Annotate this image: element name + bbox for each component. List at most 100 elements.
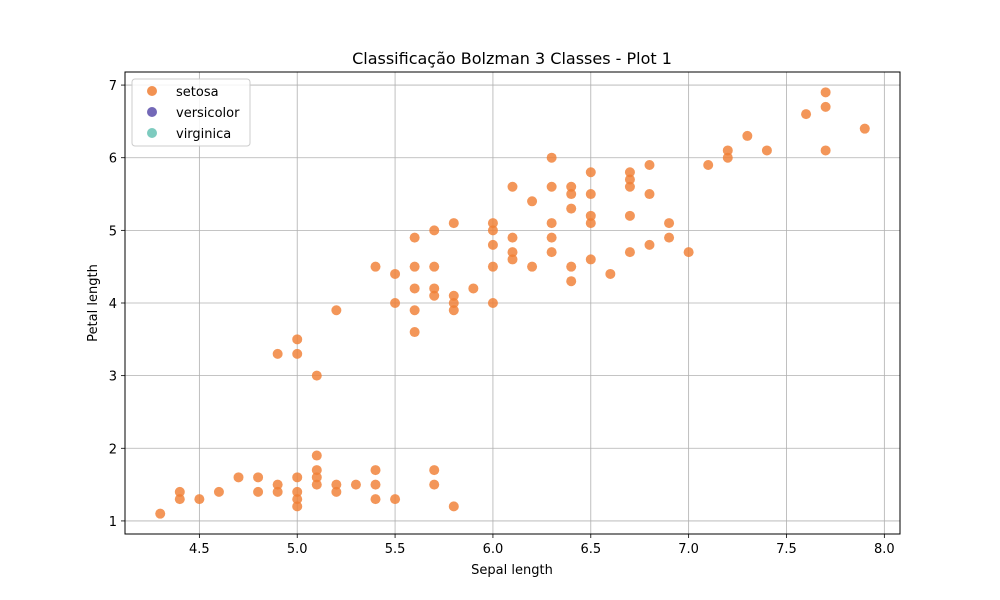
y-axis-label: Petal length bbox=[86, 264, 101, 342]
data-point-setosa bbox=[409, 261, 420, 272]
x-tick-label: 5.0 bbox=[287, 542, 308, 557]
data-point-setosa bbox=[272, 479, 283, 490]
data-point-setosa bbox=[585, 254, 596, 265]
data-point-setosa bbox=[487, 261, 498, 272]
data-point-setosa bbox=[546, 232, 557, 243]
data-point-setosa bbox=[370, 465, 381, 476]
data-point-setosa bbox=[429, 465, 440, 476]
data-point-setosa bbox=[566, 189, 577, 200]
data-point-setosa bbox=[664, 232, 675, 243]
axis-ticks: 4.5 5.0 5.5 6.0 6.5 7.0 7.5 8.0 1 2 3 4 5 6 7 bbox=[109, 79, 895, 557]
data-point-setosa bbox=[155, 508, 166, 519]
data-point-setosa bbox=[605, 268, 616, 279]
data-point-setosa bbox=[292, 494, 303, 505]
data-point-setosa bbox=[390, 268, 401, 279]
data-point-setosa bbox=[487, 298, 498, 308]
y-tick-label: 2 bbox=[109, 442, 117, 457]
data-point-setosa bbox=[292, 501, 303, 512]
y-tick-label: 7 bbox=[109, 79, 117, 94]
data-point-setosa bbox=[820, 145, 831, 156]
data-point-setosa bbox=[546, 247, 557, 258]
data-point-setosa bbox=[487, 218, 498, 229]
data-point-setosa bbox=[468, 283, 479, 294]
x-axis-label: Sepal length bbox=[471, 563, 553, 578]
data-point-setosa bbox=[311, 479, 322, 490]
data-point-setosa bbox=[644, 189, 655, 200]
data-point-setosa bbox=[370, 261, 381, 272]
legend-marker-versicolor bbox=[147, 107, 157, 117]
x-tick-label: 5.5 bbox=[385, 542, 406, 557]
x-tick-label: 6.0 bbox=[483, 542, 504, 557]
data-point-setosa bbox=[292, 348, 303, 359]
data-point-setosa bbox=[390, 494, 401, 505]
data-point-setosa bbox=[311, 472, 322, 483]
data-point-setosa bbox=[624, 247, 635, 258]
y-tick-label: 1 bbox=[109, 515, 117, 530]
data-point-setosa bbox=[820, 87, 831, 98]
legend-label-setosa: setosa bbox=[176, 85, 219, 100]
data-point-setosa bbox=[311, 450, 322, 461]
data-point-setosa bbox=[429, 283, 440, 294]
data-point-setosa bbox=[507, 181, 518, 192]
data-point-setosa bbox=[683, 247, 694, 258]
data-point-setosa bbox=[331, 479, 342, 490]
data-point-setosa bbox=[585, 218, 596, 229]
x-tick-label: 7.0 bbox=[678, 542, 699, 557]
data-point-setosa bbox=[448, 290, 459, 301]
data-point-setosa bbox=[292, 334, 303, 345]
data-point-setosa bbox=[272, 486, 283, 497]
data-point-setosa bbox=[448, 501, 459, 512]
grid-lines bbox=[125, 72, 900, 534]
data-point-setosa bbox=[624, 181, 635, 192]
data-point-setosa bbox=[233, 472, 244, 483]
data-point-setosa bbox=[566, 203, 577, 214]
data-point-setosa bbox=[722, 152, 733, 163]
data-point-setosa bbox=[820, 101, 831, 112]
x-tick-label: 7.5 bbox=[776, 542, 797, 557]
data-point-setosa bbox=[331, 486, 342, 497]
data-point-setosa bbox=[859, 123, 870, 134]
data-point-setosa bbox=[507, 254, 518, 265]
data-point-setosa bbox=[409, 283, 420, 294]
data-point-setosa bbox=[429, 225, 440, 236]
data-point-setosa bbox=[585, 189, 596, 200]
data-point-setosa bbox=[507, 232, 518, 243]
x-tick-label: 8.0 bbox=[874, 542, 895, 557]
y-tick-label: 5 bbox=[109, 224, 117, 239]
data-point-setosa bbox=[409, 305, 420, 316]
legend-box bbox=[131, 78, 251, 147]
data-point-setosa bbox=[370, 479, 381, 490]
data-point-setosa bbox=[370, 494, 381, 505]
data-point-setosa bbox=[253, 472, 264, 483]
y-tick-label: 3 bbox=[109, 370, 117, 385]
legend-label-virginica: virginica bbox=[176, 127, 231, 142]
data-point-setosa bbox=[429, 290, 440, 301]
data-point-setosa bbox=[272, 348, 283, 359]
data-point-setosa bbox=[761, 145, 772, 156]
data-point-setosa bbox=[585, 210, 596, 221]
data-point-setosa bbox=[331, 305, 342, 316]
legend-marker-setosa bbox=[147, 86, 157, 96]
data-point-setosa bbox=[487, 225, 498, 236]
y-tick-label: 6 bbox=[109, 152, 117, 167]
data-point-setosa bbox=[566, 261, 577, 272]
data-point-setosa bbox=[292, 486, 303, 497]
data-point-setosa bbox=[624, 167, 635, 178]
data-point-setosa bbox=[566, 276, 577, 287]
data-point-setosa bbox=[409, 232, 420, 243]
data-point-setosa bbox=[546, 181, 557, 192]
legend-label-versicolor: versicolor bbox=[176, 106, 240, 121]
data-point-setosa bbox=[292, 472, 303, 483]
data-point-setosa bbox=[722, 145, 733, 156]
data-point-setosa bbox=[350, 479, 361, 490]
data-point-setosa bbox=[409, 327, 420, 338]
data-point-setosa bbox=[527, 261, 538, 272]
data-point-setosa bbox=[527, 196, 538, 207]
data-point-setosa bbox=[644, 159, 655, 170]
data-point-setosa bbox=[448, 218, 459, 229]
data-point-setosa bbox=[174, 486, 185, 497]
data-point-setosa bbox=[448, 298, 459, 308]
data-point-setosa bbox=[664, 218, 675, 229]
data-point-setosa bbox=[801, 109, 812, 120]
